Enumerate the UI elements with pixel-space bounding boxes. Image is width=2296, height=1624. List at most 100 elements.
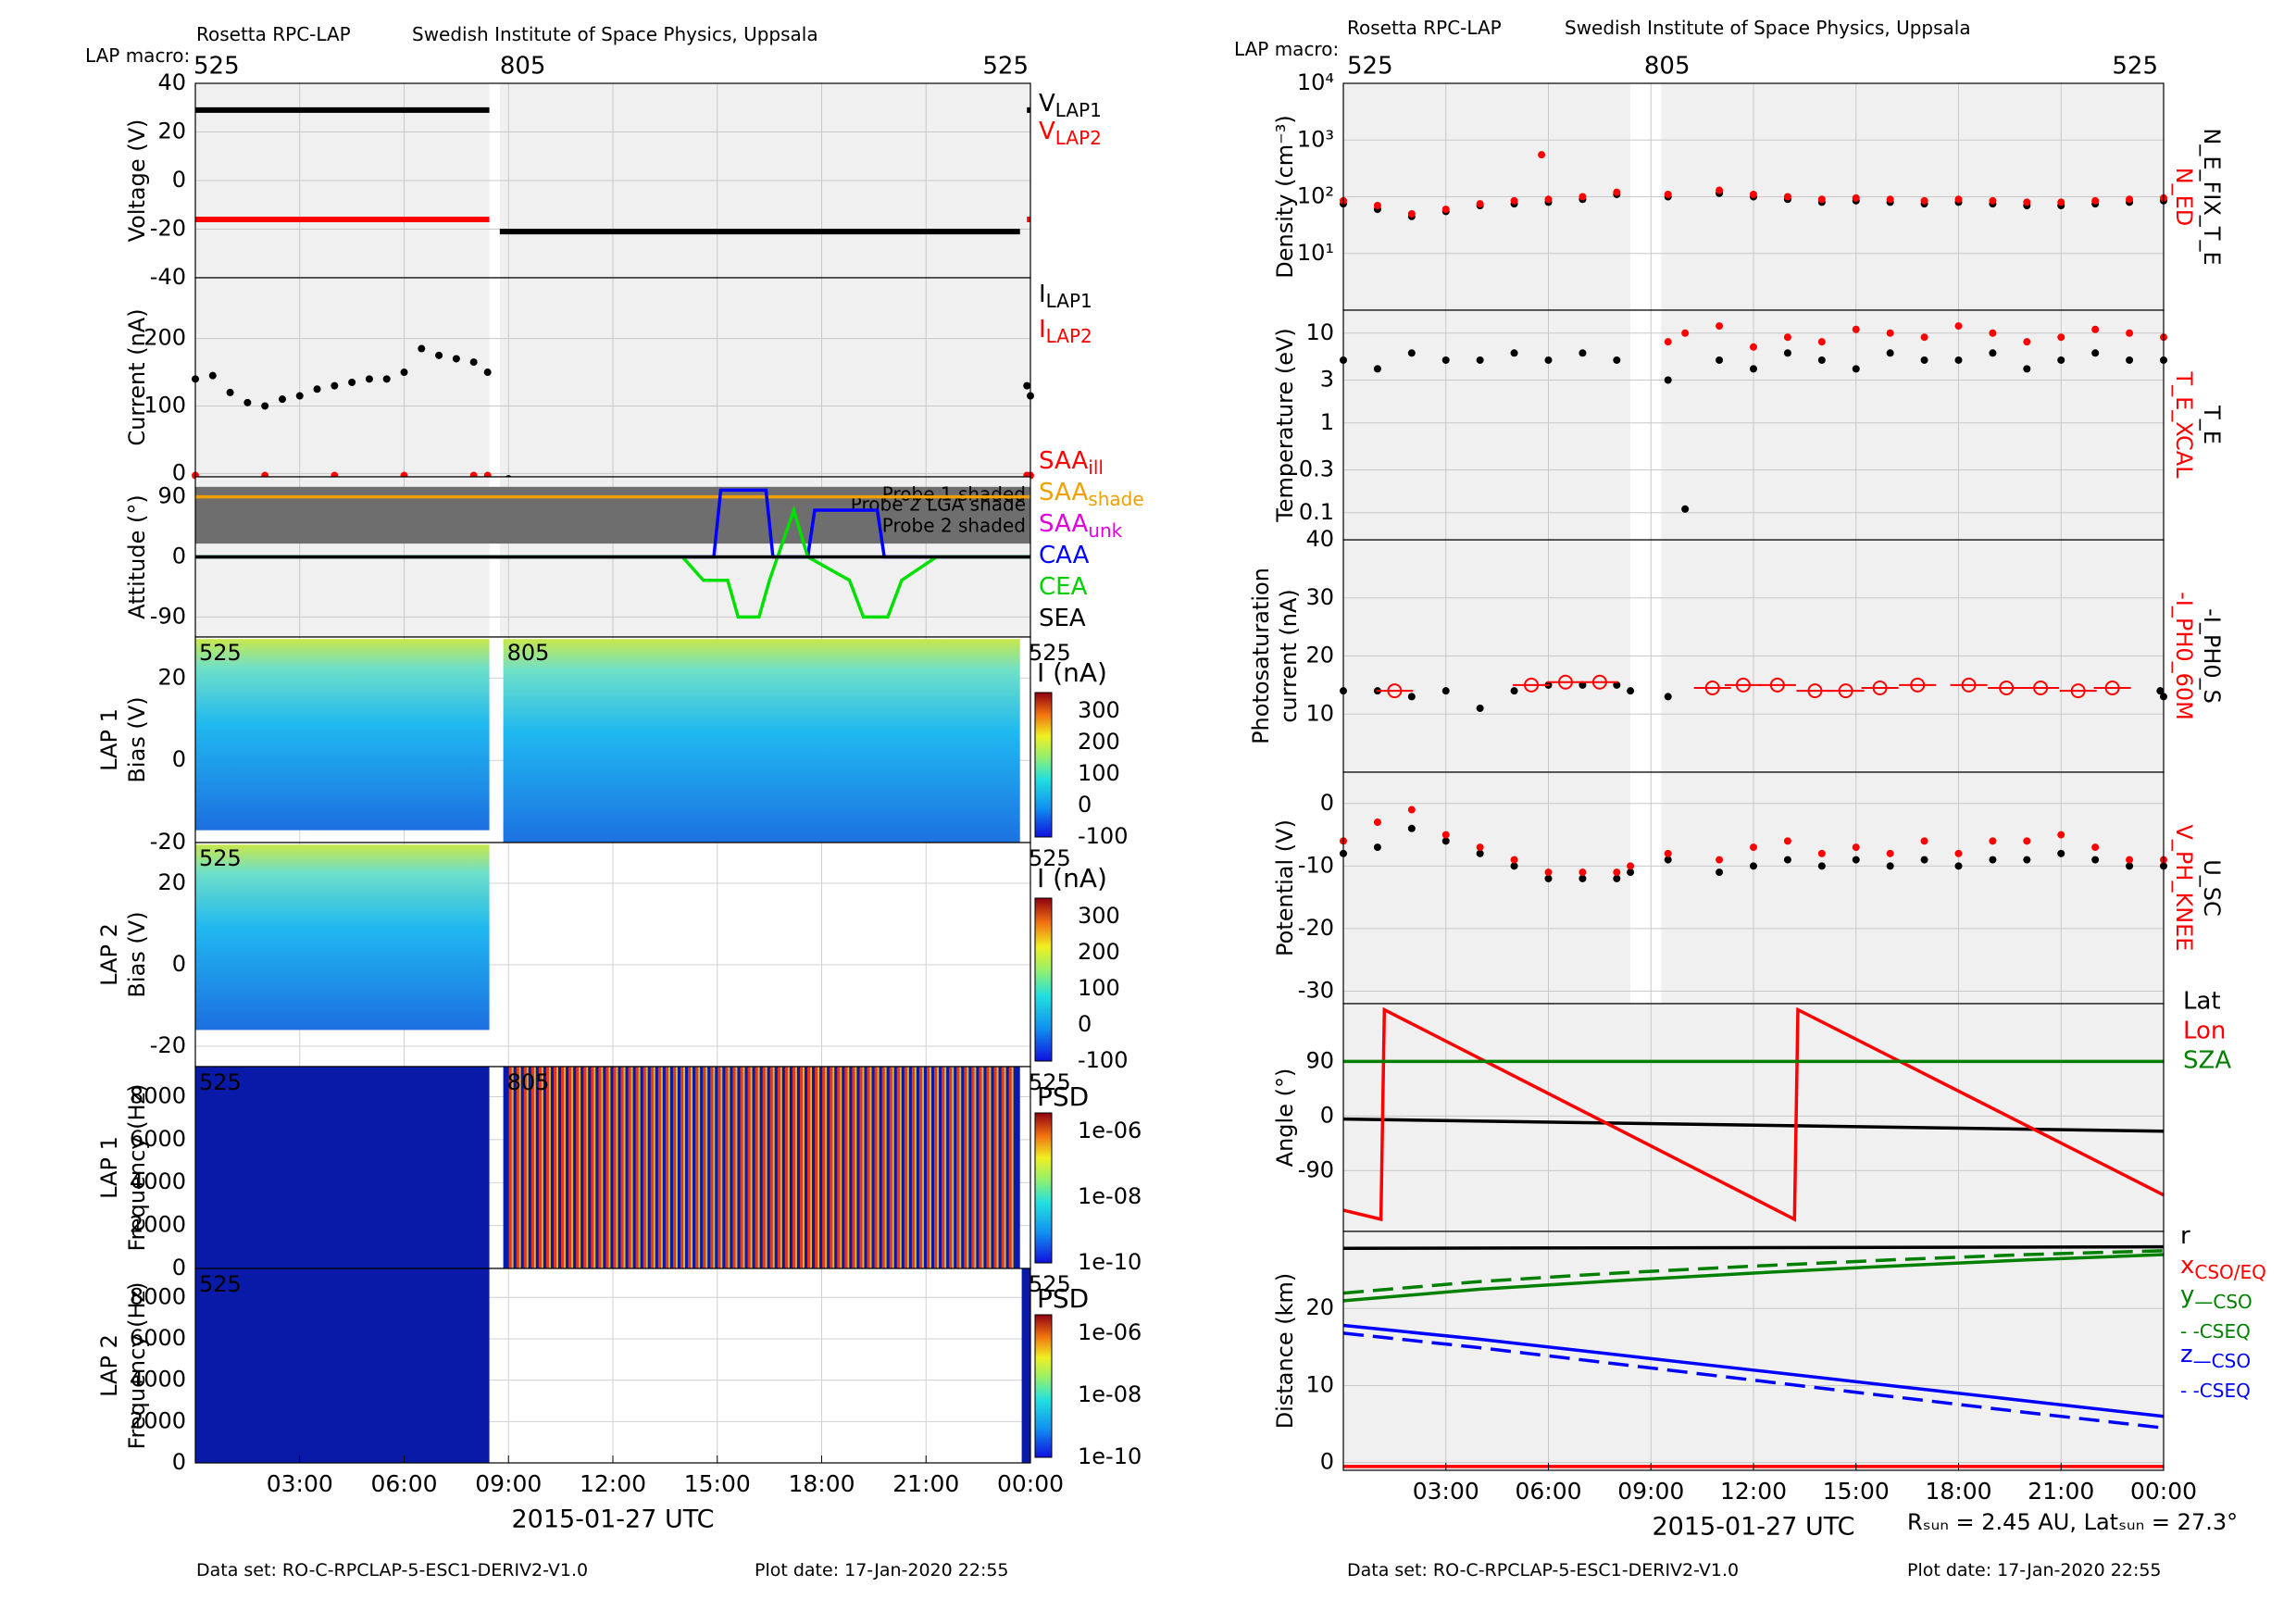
colorbar — [1034, 897, 1053, 1062]
stripe — [926, 1067, 930, 1268]
legend-entry: VLAP1 — [1039, 90, 1102, 121]
stripe — [830, 1067, 833, 1268]
stripe — [757, 1067, 760, 1268]
heatmap-block — [1021, 1268, 1030, 1463]
data-point — [1716, 322, 1724, 331]
stripe — [787, 1067, 790, 1268]
stripe — [516, 1067, 519, 1268]
legend-entry: -I_PH0_S — [2199, 608, 2225, 704]
stripe — [892, 1067, 894, 1268]
y-tick-label: 0 — [172, 746, 186, 772]
y-tick-label: -90 — [150, 603, 186, 629]
data-point — [1817, 849, 1826, 857]
macro-label: 805 — [507, 1069, 550, 1095]
legend-entry: -I_PH0_60M — [2171, 592, 2197, 720]
data-point — [1664, 338, 1672, 346]
data-point — [1716, 868, 1724, 877]
colorbar-label: PSD — [1037, 1081, 1089, 1112]
colorbar-tick: 100 — [1078, 760, 1120, 786]
data-point — [1664, 693, 1672, 701]
legend-entry: VLAP2 — [1039, 118, 1102, 149]
stripe — [628, 1067, 631, 1268]
stripe — [665, 1067, 668, 1268]
data-point — [1544, 868, 1553, 877]
data-point — [1373, 365, 1381, 373]
legend-entry: CEA — [1039, 573, 1088, 601]
stripe — [929, 1067, 931, 1268]
stripe — [645, 1067, 648, 1268]
stripe — [720, 1067, 723, 1268]
stripe — [583, 1067, 587, 1268]
legend-entry: N_E_FIX_T_E — [2199, 128, 2225, 265]
data-point — [1510, 862, 1518, 870]
data-point — [1441, 687, 1450, 695]
y-tick-label: 90 — [1305, 1047, 1334, 1073]
data-point — [2126, 862, 2134, 870]
colorbar-tick: 300 — [1078, 697, 1120, 723]
data-point — [483, 369, 492, 377]
stripe — [508, 1067, 512, 1268]
series-lon — [1342, 1006, 2165, 1222]
y-tick-label: 0.3 — [1299, 456, 1334, 482]
y-axis-label: Potential (V) — [1272, 819, 1298, 956]
y-tick-label: 10 — [1305, 319, 1334, 345]
shade-label: Probe 2 shaded — [882, 515, 1026, 537]
data-point — [1750, 365, 1757, 373]
left-mission-title: Rosetta RPC-LAP — [196, 23, 351, 45]
data-point — [2091, 196, 2100, 205]
stripe — [605, 1067, 609, 1268]
y-axis-label: Frequency (Hz) — [124, 1084, 150, 1252]
stripe — [638, 1067, 641, 1268]
series-v-ph-knee — [1340, 806, 2167, 877]
legend-entry: CAA — [1039, 542, 1090, 569]
stripe — [981, 1067, 984, 1268]
data-point — [1557, 674, 1573, 690]
y-axis-label: Bias (V) — [124, 911, 150, 997]
data-point — [1704, 681, 1720, 696]
stripe — [859, 1067, 863, 1268]
y-tick-label: 10⁴ — [1297, 69, 1334, 95]
colorbar-label: I (nA) — [1037, 657, 1107, 688]
data-point — [1954, 356, 1963, 364]
macro-label: 525 — [1347, 53, 1393, 81]
data-point — [1407, 349, 1416, 357]
data-point — [1817, 338, 1826, 346]
stripe — [937, 1067, 940, 1268]
stripe — [518, 1067, 521, 1268]
panel-label: LAP 2 — [96, 923, 122, 986]
data-point — [1750, 843, 1757, 852]
data-point — [469, 358, 478, 367]
y-tick-label: 2000 — [130, 1407, 186, 1433]
stripe — [548, 1067, 551, 1268]
data-point — [1524, 677, 1540, 693]
data-point — [1954, 862, 1963, 870]
stripe — [979, 1067, 982, 1268]
x-tick-label: 12:00 — [580, 1470, 646, 1497]
heatmap-block — [503, 1067, 1020, 1268]
data-point — [1886, 862, 1894, 870]
stripe — [553, 1067, 556, 1268]
colorbar-tick: 200 — [1078, 729, 1120, 755]
stripe — [794, 1067, 797, 1268]
x-tick-label: 00:00 — [2130, 1478, 2197, 1505]
left-plot-date: Plot date: 17-Jan-2020 22:55 — [755, 1560, 1009, 1580]
stripe — [523, 1067, 527, 1268]
y-tick-label: 8000 — [130, 1082, 186, 1108]
data-point — [2104, 681, 2120, 696]
y-tick-label: -20 — [150, 216, 186, 242]
stripe — [847, 1067, 850, 1268]
series-y-cso — [1342, 1253, 2165, 1303]
stripe — [914, 1067, 917, 1268]
stripe — [735, 1067, 738, 1268]
stripe — [533, 1067, 536, 1268]
stripe — [772, 1067, 775, 1268]
legend-entry: ILAP2 — [1039, 316, 1092, 347]
stripe — [815, 1067, 818, 1268]
heatmap-block — [195, 639, 490, 831]
stripe — [650, 1067, 654, 1268]
x-tick-label: 21:00 — [2028, 1478, 2094, 1505]
stripe — [713, 1067, 716, 1268]
macro-label: 525 — [2112, 53, 2158, 81]
data-point — [2126, 356, 2134, 364]
data-point — [1627, 862, 1635, 870]
